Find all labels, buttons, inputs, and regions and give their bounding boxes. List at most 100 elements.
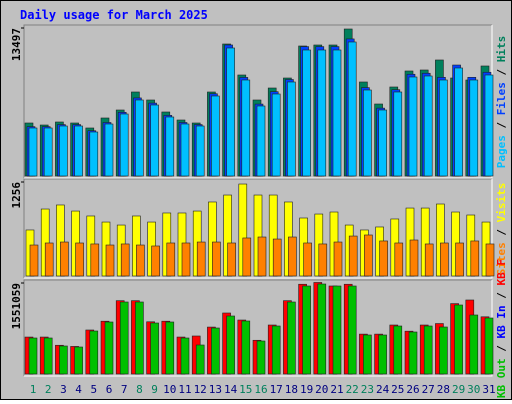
bar — [165, 116, 175, 177]
x-tick-label: 19 — [300, 383, 313, 396]
bar — [195, 344, 205, 375]
plot-bevel — [24, 280, 493, 377]
bar — [271, 325, 281, 375]
bar — [484, 74, 494, 177]
bar — [439, 326, 448, 375]
bar — [151, 245, 160, 277]
bar — [333, 241, 343, 277]
y-tick-label: 1551059 — [10, 283, 23, 329]
x-tick-label: 10 — [163, 383, 176, 396]
legend-separator: / — [495, 62, 508, 82]
bar — [60, 241, 69, 277]
bar — [424, 243, 434, 277]
bar — [180, 123, 190, 177]
x-tick-label: 9 — [151, 383, 158, 396]
bar — [256, 105, 266, 177]
bar — [28, 337, 38, 375]
x-tick-label: 15 — [239, 383, 252, 396]
x-tick-label: 5 — [90, 383, 97, 396]
bar — [287, 81, 296, 177]
x-tick-label: 14 — [224, 383, 238, 396]
bar — [470, 240, 480, 277]
x-tick-label: 4 — [75, 383, 82, 396]
bar — [119, 301, 129, 375]
bar — [75, 242, 84, 277]
bar — [409, 239, 419, 277]
bar — [348, 235, 358, 277]
bar — [241, 79, 251, 177]
bar — [288, 236, 297, 277]
x-tick-label: 11 — [178, 383, 191, 396]
bar — [212, 241, 221, 277]
bar — [180, 337, 190, 375]
bar — [439, 79, 448, 177]
bar — [89, 131, 99, 177]
bar — [332, 49, 342, 177]
bar — [119, 113, 129, 177]
x-tick-label: 29 — [452, 383, 465, 396]
plot-bevel — [23, 279, 492, 376]
bar — [332, 285, 342, 375]
bar — [423, 325, 433, 375]
legend-entry: KB In — [495, 305, 508, 338]
x-tick-label: 8 — [136, 383, 143, 396]
bar — [423, 75, 433, 177]
bar — [318, 243, 328, 277]
bar — [485, 243, 495, 277]
bar — [104, 123, 114, 177]
x-tick-label: 13 — [209, 383, 222, 396]
plot-bevel — [23, 24, 492, 178]
bar — [454, 67, 463, 177]
bar — [43, 337, 53, 375]
x-tick-label: 31 — [482, 383, 495, 396]
legend-entry: Visits — [495, 183, 508, 223]
bar — [166, 242, 176, 277]
bar — [347, 41, 357, 177]
bar — [287, 301, 296, 375]
x-tick-label: 1 — [30, 383, 37, 396]
legend-separator: / — [495, 115, 508, 135]
bar — [241, 320, 251, 375]
legend-separator: / — [495, 338, 508, 358]
bar — [302, 49, 311, 177]
legend: Pages / Files / Hits — [495, 36, 508, 169]
bar — [484, 317, 494, 375]
bar — [347, 285, 357, 375]
x-tick-label: 21 — [330, 383, 343, 396]
bar — [105, 244, 115, 277]
x-tick-label: 26 — [406, 383, 419, 396]
bar — [74, 125, 83, 177]
x-tick-label: 16 — [254, 383, 267, 396]
bar — [136, 244, 145, 277]
bar — [302, 285, 311, 375]
legend-separator: / — [495, 222, 508, 242]
bar — [378, 109, 387, 177]
legend-separator: / — [495, 285, 508, 305]
bar — [257, 236, 267, 277]
x-tick-label: 30 — [467, 383, 480, 396]
plot-bevel — [23, 178, 492, 278]
x-tick-label: 25 — [391, 383, 404, 396]
bar — [211, 327, 220, 375]
bar — [469, 79, 479, 177]
x-tick-label: 28 — [437, 383, 450, 396]
chart-title: Daily usage for March 2025 — [20, 8, 208, 22]
legend-entry: KB F — [495, 259, 508, 286]
bar — [59, 345, 68, 375]
bar — [150, 104, 159, 177]
bar — [393, 325, 403, 375]
bar — [59, 125, 68, 177]
x-tick-label: 23 — [361, 383, 374, 396]
bar — [408, 331, 418, 375]
bar — [196, 241, 206, 277]
bar — [317, 283, 327, 375]
x-tick-label: 22 — [346, 383, 359, 396]
bar — [363, 89, 372, 177]
bar — [44, 242, 54, 277]
bar — [394, 242, 404, 277]
bar — [378, 334, 387, 375]
y-tick-label: 1256 — [10, 182, 23, 209]
x-tick-label: 17 — [270, 383, 283, 396]
x-tick-label: 2 — [45, 383, 52, 396]
bar — [256, 340, 266, 375]
